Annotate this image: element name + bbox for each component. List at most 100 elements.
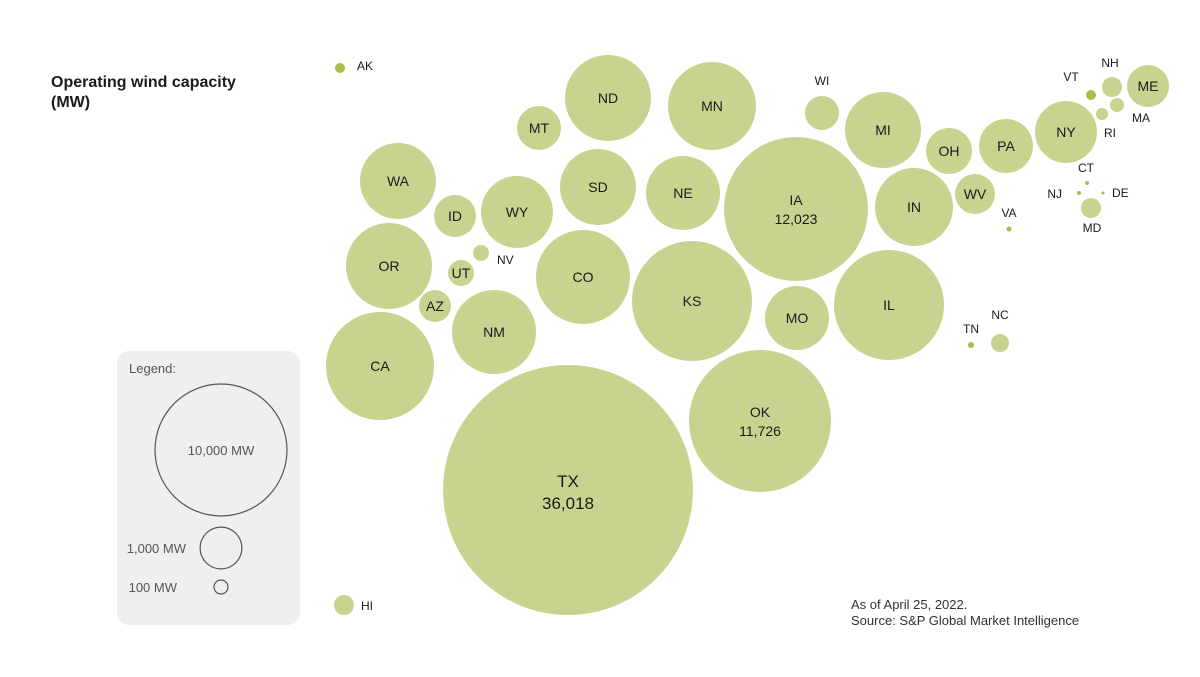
state-bubble-nm: NM [452, 290, 536, 374]
state-bubble-nv: NV [473, 245, 514, 267]
state-label-ct: CT [1078, 161, 1095, 175]
bubble-id [434, 195, 476, 237]
state-bubble-in: IN [875, 168, 953, 246]
state-bubble-vt: VT [1063, 70, 1096, 100]
bubble-il [834, 250, 944, 360]
bubble-ct [1085, 181, 1089, 185]
state-bubble-sd: SD [560, 149, 636, 225]
legend-circle-10-000-mw [154, 383, 288, 517]
bubble-oh [926, 128, 972, 174]
state-label-mt: MT [529, 120, 550, 136]
bubble-ks [632, 241, 752, 361]
bubble-tn [968, 342, 974, 348]
bubble-md [1081, 198, 1101, 218]
state-bubble-ak: AK [335, 59, 373, 73]
state-bubble-ia: IA 12,023 [724, 137, 868, 281]
chart-title: Operating wind capacity (MW) [51, 74, 236, 111]
state-bubble-or: OR [346, 223, 432, 309]
state-bubble-mt: MT [517, 106, 561, 150]
state-bubble-ri: RI [1096, 108, 1116, 140]
legend-label-10-000-mw: 10,000 MW [188, 443, 255, 458]
state-label-ks: KS [683, 293, 702, 309]
bubble-nh [1102, 77, 1122, 97]
state-label-nv: NV [497, 253, 514, 267]
state-bubble-ny: NY [1035, 101, 1097, 163]
state-label-nd: ND [598, 90, 618, 106]
state-value-ia: 12,023 [775, 211, 818, 227]
bubble-ca [326, 312, 434, 420]
state-label-wa: WA [387, 173, 410, 189]
footnote-source: Source: S&P Global Market Intelligence [851, 613, 1080, 628]
bubble-mo [765, 286, 829, 350]
state-label-wy: WY [506, 204, 529, 220]
state-value-tx: 36,018 [542, 494, 594, 513]
state-bubble-me: ME [1127, 65, 1169, 107]
bubble-ut [448, 260, 474, 286]
state-bubble-ne: NE [646, 156, 720, 230]
state-label-wi: WI [815, 74, 830, 88]
legend: Legend: 10,000 MW 1,000 MW 100 MW [127, 361, 288, 595]
bubble-or [346, 223, 432, 309]
state-bubble-wi: WI [805, 74, 839, 130]
state-bubble-nj: NJ [1047, 187, 1081, 201]
state-label-me: ME [1138, 78, 1159, 94]
bubble-wi [805, 96, 839, 130]
bubble-nc [991, 334, 1009, 352]
state-value-ok: 11,726 [739, 423, 781, 439]
bubble-mi [845, 92, 921, 168]
state-label-ne: NE [673, 185, 692, 201]
bubble-ne [646, 156, 720, 230]
state-label-ri: RI [1104, 126, 1116, 140]
bubble-co [536, 230, 630, 324]
state-bubble-nc: NC [991, 308, 1009, 352]
state-label-ok: OK [750, 404, 771, 420]
state-bubble-ok: OK 11,726 [689, 350, 831, 492]
bubble-in [875, 168, 953, 246]
state-label-ut: UT [452, 265, 471, 281]
state-bubble-il: IL [834, 250, 944, 360]
state-label-nj: NJ [1047, 187, 1062, 201]
state-bubble-va: VA [1001, 206, 1017, 232]
bubble-hi [334, 595, 354, 615]
state-bubble-mo: MO [765, 286, 829, 350]
footnote-date: As of April 25, 2022. [851, 597, 968, 612]
state-label-nh: NH [1101, 56, 1118, 70]
state-label-pa: PA [997, 138, 1015, 154]
state-label-sd: SD [588, 179, 607, 195]
state-bubble-pa: PA [979, 119, 1033, 173]
bubble-az [419, 290, 451, 322]
bubble-ia [724, 137, 868, 281]
state-label-nc: NC [991, 308, 1009, 322]
state-bubble-tn: TN [963, 322, 979, 348]
bubble-nj [1077, 191, 1081, 195]
state-label-mn: MN [701, 98, 723, 114]
state-bubble-ma: MA [1110, 98, 1150, 125]
bubble-ma [1110, 98, 1124, 112]
bubble-wy [481, 176, 553, 248]
bubble-de [1101, 191, 1105, 195]
bubble-nv [473, 245, 489, 261]
state-bubble-ct: CT [1078, 161, 1095, 185]
state-bubble-id: ID [434, 195, 476, 237]
bubble-vt [1086, 90, 1096, 100]
state-bubble-co: CO [536, 230, 630, 324]
state-label-or: OR [379, 258, 400, 274]
legend-label-1-000-mw: 1,000 MW [127, 541, 187, 556]
state-bubble-nd: ND [565, 55, 651, 141]
state-bubble-mi: MI [845, 92, 921, 168]
state-label-de: DE [1112, 186, 1129, 200]
state-bubble-oh: OH [926, 128, 972, 174]
legend-panel [117, 351, 300, 625]
state-bubble-ca: CA [326, 312, 434, 420]
bubble-tx [443, 365, 693, 615]
legend-label-100-mw: 100 MW [129, 580, 178, 595]
state-label-ny: NY [1056, 124, 1076, 140]
state-bubble-md: MD [1081, 198, 1102, 235]
state-label-tn: TN [963, 322, 979, 336]
legend-title: Legend: [129, 361, 176, 376]
bubble-ak [335, 63, 345, 73]
state-bubble-ut: UT [448, 260, 474, 286]
state-label-mo: MO [786, 310, 809, 326]
state-bubble-mn: MN [668, 62, 756, 150]
bubble-ri [1096, 108, 1108, 120]
